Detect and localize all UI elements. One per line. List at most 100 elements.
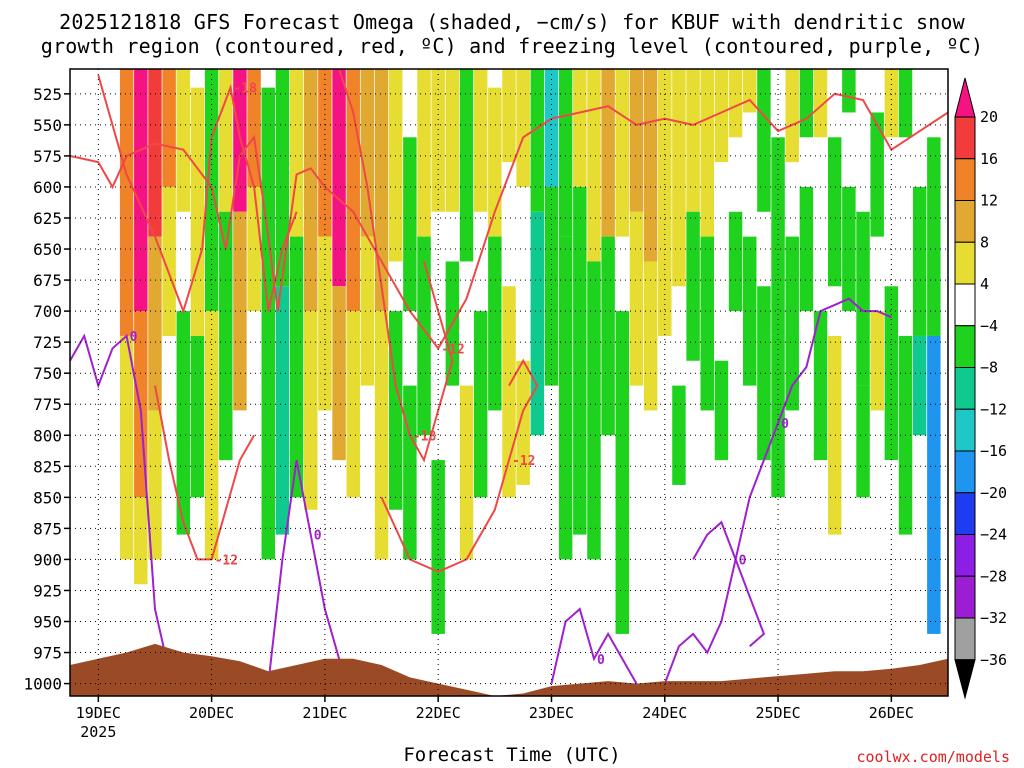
omega-cell [148, 69, 162, 237]
omega-cell [148, 410, 162, 560]
x-tick-label: 22DEC [416, 704, 461, 722]
omega-cell [318, 236, 332, 411]
x-tick-label: 21DEC [302, 704, 347, 722]
omega-cell [714, 360, 729, 461]
omega-cell [856, 211, 870, 386]
omega-cell [686, 69, 700, 212]
omega-cell [275, 286, 290, 535]
chart-title-line-1: 2025121818 GFS Forecast Omega (shaded, −… [59, 10, 965, 34]
omega-cell [643, 69, 658, 262]
omega-cell [558, 236, 573, 560]
colorbar-label: −4 [980, 317, 998, 335]
colorbar-label: −12 [980, 400, 1007, 418]
colorbar-segment [954, 575, 976, 619]
omega-cell [304, 69, 318, 312]
colorbar-segment [954, 617, 976, 661]
omega-cell [927, 335, 941, 634]
omega-cell [601, 69, 615, 237]
omega-cell [219, 69, 233, 212]
omega-cell [374, 311, 389, 560]
terrain-layer [70, 643, 948, 696]
omega-cell [799, 186, 814, 312]
colorbar-label: −24 [980, 526, 1007, 544]
colorbar-segment [954, 492, 976, 535]
colorbar-label: 20 [980, 108, 998, 126]
credit-link[interactable]: coolwx.com/models [856, 748, 1010, 766]
omega-cell [856, 385, 870, 498]
y-tick-label: 625 [33, 209, 62, 228]
omega-cell [502, 286, 516, 498]
omega-cell [119, 335, 134, 560]
omega-cell [261, 311, 275, 560]
omega-cell [360, 69, 375, 237]
colorbar-label: −28 [980, 567, 1007, 585]
colorbar-label: −36 [980, 651, 1007, 669]
colorbar-label: −8 [980, 359, 998, 377]
omega-cell [233, 211, 247, 411]
x-axis-title: Forecast Time (UTC) [403, 744, 621, 766]
omega-cell [629, 211, 644, 386]
omega-cell [686, 211, 700, 361]
omega-cell [757, 69, 771, 212]
omega-cell [346, 69, 360, 312]
y-tick-label: 825 [33, 457, 62, 476]
omega-cell [516, 69, 530, 187]
x-year-label: 2025 [80, 723, 116, 741]
terrain-fill [70, 643, 948, 696]
omega-cell [827, 137, 842, 287]
omega-cell [884, 286, 899, 461]
plot-frame [69, 68, 949, 697]
omega-cell [247, 186, 261, 312]
omega-cell [728, 69, 743, 138]
omega-cell [275, 69, 290, 287]
omega-cell [601, 236, 615, 436]
omega-cell [912, 335, 927, 436]
omega-cell [544, 186, 559, 386]
y-tick-label: 700 [33, 302, 62, 321]
omega-cell [417, 69, 431, 237]
contour-label: -18 [233, 82, 257, 97]
colorbar-label: 16 [980, 150, 998, 168]
omega-shading-layer [119, 69, 941, 634]
omega-cell [162, 69, 176, 187]
x-tick-label: 20DEC [189, 704, 234, 722]
omega-cell [658, 69, 672, 237]
freezing-level-contour [692, 520, 766, 648]
omega-cell [615, 311, 630, 634]
omega-cell [643, 261, 658, 411]
colorbar-label: 4 [980, 275, 989, 293]
omega-cell [870, 311, 884, 411]
y-tick-label: 1000 [23, 675, 62, 694]
y-tick-label: 525 [33, 85, 62, 104]
contour-label: 0 [597, 653, 605, 668]
omega-cell [516, 360, 530, 485]
omega-cell [431, 460, 445, 634]
omega-cell [431, 69, 445, 212]
omega-cell [403, 137, 417, 312]
freezing-level-contour [663, 297, 892, 684]
omega-cell [176, 311, 191, 535]
chart-title-line-2: growth region (contoured, red, ºC) and f… [40, 34, 984, 58]
omega-cell [757, 286, 771, 461]
omega-cell [842, 186, 856, 312]
omega-cell [629, 69, 644, 212]
y-tick-label: 550 [33, 116, 62, 135]
y-tick-label: 775 [33, 395, 62, 414]
colorbar-label: 8 [980, 233, 989, 251]
omega-cell [332, 69, 346, 287]
omega-cell [459, 385, 474, 560]
omega-cell [813, 311, 828, 461]
x-tick-label: 25DEC [755, 704, 800, 722]
omega-cell [417, 236, 431, 436]
y-tick-label: 675 [33, 271, 62, 290]
omega-cell [700, 236, 714, 411]
y-axis: 525 550 575 600 625 650 675 700 725 750 775 800 825 8… [23, 85, 70, 694]
omega-cell [898, 69, 913, 138]
omega-cell [332, 286, 346, 461]
contour-label: -18 [413, 429, 437, 444]
omega-cell [658, 236, 672, 336]
omega-cell [927, 137, 941, 336]
omega-cell [346, 311, 360, 498]
omega-cell [771, 335, 785, 498]
omega-cell [813, 69, 828, 138]
